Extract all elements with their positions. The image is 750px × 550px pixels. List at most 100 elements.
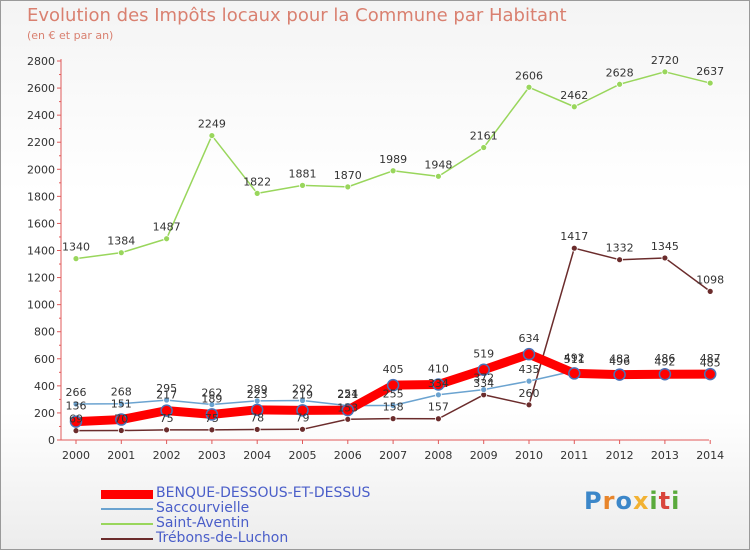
x-tick-label-2012: 2012 <box>606 449 634 462</box>
x-tick-label-2010: 2010 <box>515 449 543 462</box>
point-tr-bons-de-luchon-2008 <box>434 415 442 423</box>
point-tr-bons-de-luchon-2012 <box>616 256 623 264</box>
point-benque-dessous-et-dessus-2006 <box>341 403 355 417</box>
point-benque-dessous-et-dessus-2004 <box>250 403 264 417</box>
point-saint-aventin-2001 <box>117 249 125 257</box>
data-labels-layer: 69 70 75 75 78 79 153 158 157 334 260 1417 1332 1345 1… <box>62 54 724 426</box>
data-label-saccourvielle-2008: 334 <box>428 377 449 390</box>
point-saccourvielle-2002 <box>163 396 171 404</box>
logo-letter: i <box>649 487 659 515</box>
legend-label: BENQUE-DESSOUS-ET-DESSUS <box>156 485 371 501</box>
y-tick-label-2400: 2400 <box>27 109 55 122</box>
point-benque-dessous-et-dessus-2005 <box>296 404 309 417</box>
legend-label: Trébons-de-Luchon <box>156 530 289 546</box>
point-saint-aventin-2003 <box>208 132 216 139</box>
x-tick-label-2011: 2011 <box>560 449 588 462</box>
proxiti-logo: Proxiti <box>584 487 680 515</box>
data-label-saint-aventin-2004: 1822 <box>243 175 271 188</box>
x-tick-label-2002: 2002 <box>153 449 181 462</box>
data-label-benque-dessous-et-dessus-2010: 634 <box>519 332 540 345</box>
data-label-benque-dessous-et-dessus-2008: 410 <box>428 363 449 376</box>
logo-letter: P <box>584 487 603 515</box>
point-saccourvielle-2008 <box>434 391 442 399</box>
point-saccourvielle-2000 <box>72 400 80 408</box>
data-label-saccourvielle-2005: 292 <box>292 382 313 395</box>
point-saint-aventin-2005 <box>299 181 306 189</box>
data-label-saccourvielle-2002: 295 <box>156 382 177 395</box>
data-label-benque-dessous-et-dessus-2003: 189 <box>201 392 222 405</box>
data-label-tr-bons-de-luchon-2001: 70 <box>114 413 128 426</box>
data-label-saccourvielle-2003: 262 <box>201 387 222 400</box>
data-label-saccourvielle-2007: 255 <box>383 387 404 400</box>
point-benque-dessous-et-dessus-2002 <box>160 404 173 417</box>
data-label-tr-bons-de-luchon-2008: 157 <box>428 401 449 414</box>
data-label-saint-aventin-2010: 2606 <box>515 69 543 82</box>
point-saint-aventin-2002 <box>163 235 171 243</box>
y-tick-label-1000: 1000 <box>27 299 55 312</box>
data-label-benque-dessous-et-dessus-2007: 405 <box>383 363 404 376</box>
point-saccourvielle-2001 <box>117 400 125 408</box>
x-tick-label-2009: 2009 <box>470 449 498 462</box>
data-label-tr-bons-de-luchon-2004: 78 <box>250 411 264 424</box>
data-label-saccourvielle-2004: 289 <box>247 383 268 396</box>
point-tr-bons-de-luchon-2010 <box>525 401 533 409</box>
data-label-tr-bons-de-luchon-2003: 75 <box>205 412 219 425</box>
legend-label: Saccourvielle <box>156 500 250 516</box>
point-tr-bons-de-luchon-2003 <box>208 426 216 434</box>
point-saint-aventin-2000 <box>72 255 80 263</box>
data-label-benque-dessous-et-dessus-2004: 223 <box>247 388 268 401</box>
data-label-tr-bons-de-luchon-2011: 1417 <box>560 230 588 243</box>
data-label-tr-bons-de-luchon-2000: 69 <box>69 413 83 426</box>
point-saint-aventin-2013 <box>661 68 669 76</box>
data-label-saint-aventin-2005: 1881 <box>289 167 317 180</box>
point-saccourvielle-2005 <box>299 397 306 404</box>
x-tick-label-2006: 2006 <box>334 449 362 462</box>
data-label-saccourvielle-2014: 485 <box>700 356 721 369</box>
y-tick-label-0: 0 <box>48 434 55 447</box>
x-tick-label-2001: 2001 <box>107 449 135 462</box>
data-label-saint-aventin-2008: 1948 <box>424 158 452 171</box>
data-label-benque-dessous-et-dessus-2009: 519 <box>473 348 494 361</box>
data-label-saint-aventin-2007: 1989 <box>379 153 407 166</box>
point-benque-dessous-et-dessus-2010 <box>522 347 536 361</box>
data-label-saccourvielle-2010: 435 <box>519 363 540 376</box>
point-saint-aventin-2006 <box>344 183 352 191</box>
point-benque-dessous-et-dessus-2003 <box>205 408 219 421</box>
logo-letter: t <box>658 487 672 515</box>
y-tick-label-2800: 2800 <box>27 55 55 68</box>
data-label-benque-dessous-et-dessus-2002: 217 <box>156 389 177 402</box>
logo-letter: o <box>615 487 633 515</box>
y-tick-label-200: 200 <box>34 407 55 420</box>
point-tr-bons-de-luchon-2007 <box>389 415 397 423</box>
data-label-benque-dessous-et-dessus-2013: 486 <box>654 352 675 365</box>
data-label-saint-aventin-2000: 1340 <box>62 241 90 254</box>
y-tick-label-2600: 2600 <box>27 82 55 95</box>
data-label-benque-dessous-et-dessus-2005: 219 <box>292 388 313 401</box>
point-tr-bons-de-luchon-2005 <box>299 425 306 433</box>
data-label-tr-bons-de-luchon-2006: 153 <box>337 401 358 414</box>
data-label-saccourvielle-2011: 511 <box>564 353 585 366</box>
point-tr-bons-de-luchon-2000 <box>72 427 80 435</box>
data-label-saccourvielle-2000: 266 <box>66 386 87 399</box>
data-label-tr-bons-de-luchon-2010: 260 <box>519 387 540 400</box>
legend-swatch <box>101 489 153 499</box>
data-label-saint-aventin-2001: 1384 <box>107 235 135 248</box>
point-benque-dessous-et-dessus-2014 <box>703 367 717 381</box>
x-tick-label-2007: 2007 <box>379 449 407 462</box>
data-label-benque-dessous-et-dessus-2012: 483 <box>609 353 630 366</box>
legend-label: Saint-Aventin <box>156 515 250 531</box>
point-tr-bons-de-luchon-2014 <box>706 287 714 295</box>
x-tick-label-2014: 2014 <box>696 449 724 462</box>
point-saint-aventin-2014 <box>706 79 714 87</box>
point-benque-dessous-et-dessus-2008 <box>432 378 445 391</box>
y-tick-label-800: 800 <box>34 326 55 339</box>
data-label-saint-aventin-2006: 1870 <box>334 169 362 182</box>
point-benque-dessous-et-dessus-2011 <box>568 367 581 380</box>
point-saint-aventin-2011 <box>570 103 578 111</box>
data-label-benque-dessous-et-dessus-2011: 492 <box>564 351 585 364</box>
logo-letter: r <box>602 487 616 515</box>
point-saint-aventin-2004 <box>253 189 261 197</box>
data-label-saccourvielle-2006: 254 <box>337 388 358 401</box>
point-saint-aventin-2007 <box>389 167 397 175</box>
